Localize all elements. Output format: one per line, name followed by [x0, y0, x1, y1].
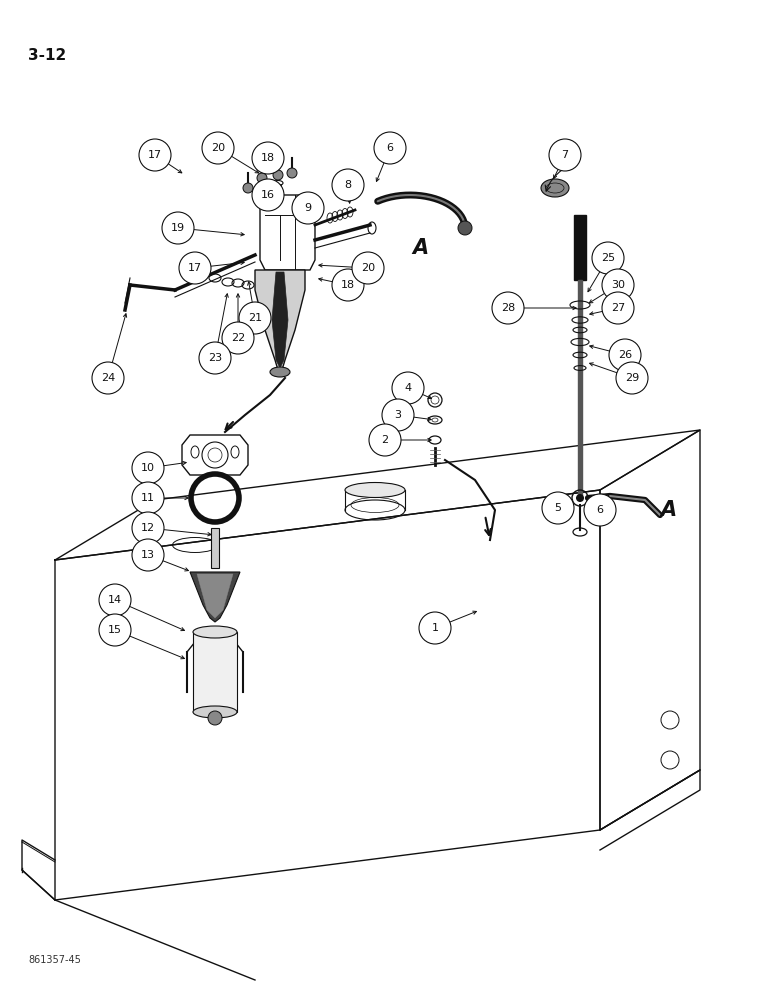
- Circle shape: [616, 362, 648, 394]
- Circle shape: [139, 139, 171, 171]
- Text: 3: 3: [394, 410, 401, 420]
- Text: 6: 6: [597, 505, 604, 515]
- Text: 8: 8: [344, 180, 351, 190]
- Circle shape: [292, 192, 324, 224]
- Text: 22: 22: [231, 333, 245, 343]
- Text: 861357-45: 861357-45: [28, 955, 81, 965]
- Text: 18: 18: [341, 280, 355, 290]
- Circle shape: [199, 342, 231, 374]
- Text: 16: 16: [261, 190, 275, 200]
- Circle shape: [382, 399, 414, 431]
- Text: 12: 12: [141, 523, 155, 533]
- Circle shape: [179, 252, 211, 284]
- Text: 11: 11: [141, 493, 155, 503]
- Text: 30: 30: [611, 280, 625, 290]
- Circle shape: [273, 170, 283, 180]
- Circle shape: [352, 252, 384, 284]
- Circle shape: [332, 269, 364, 301]
- Circle shape: [576, 494, 584, 502]
- Polygon shape: [255, 270, 305, 372]
- Circle shape: [252, 179, 284, 211]
- Circle shape: [243, 183, 253, 193]
- Bar: [574, 215, 586, 280]
- Bar: [211, 528, 219, 568]
- Text: 29: 29: [625, 373, 639, 383]
- Ellipse shape: [193, 706, 237, 718]
- Circle shape: [162, 212, 194, 244]
- Text: 24: 24: [101, 373, 115, 383]
- Circle shape: [549, 139, 581, 171]
- Text: 18: 18: [261, 153, 275, 163]
- Circle shape: [374, 132, 406, 164]
- Circle shape: [419, 612, 451, 644]
- Circle shape: [287, 168, 297, 178]
- Circle shape: [602, 269, 634, 301]
- Text: A: A: [660, 500, 676, 520]
- Text: 20: 20: [361, 263, 375, 273]
- Bar: [193, 632, 237, 712]
- Circle shape: [132, 512, 164, 544]
- Circle shape: [592, 242, 624, 274]
- Bar: [578, 280, 582, 500]
- Text: 17: 17: [188, 263, 202, 273]
- Text: 9: 9: [304, 203, 312, 213]
- Circle shape: [542, 492, 574, 524]
- Circle shape: [392, 372, 424, 404]
- Text: 5: 5: [554, 503, 561, 513]
- Text: 27: 27: [611, 303, 625, 313]
- Circle shape: [369, 424, 401, 456]
- Text: 28: 28: [501, 303, 515, 313]
- Circle shape: [332, 169, 364, 201]
- Text: 1: 1: [432, 623, 438, 633]
- Circle shape: [239, 302, 271, 334]
- Polygon shape: [272, 272, 288, 368]
- Circle shape: [132, 452, 164, 484]
- Ellipse shape: [541, 179, 569, 197]
- Circle shape: [208, 711, 222, 725]
- Text: 26: 26: [618, 350, 632, 360]
- Text: 25: 25: [601, 253, 615, 263]
- Circle shape: [458, 221, 472, 235]
- Circle shape: [99, 584, 131, 616]
- Ellipse shape: [345, 483, 405, 497]
- Polygon shape: [190, 572, 240, 622]
- Text: 14: 14: [108, 595, 122, 605]
- Text: 3-12: 3-12: [28, 47, 66, 62]
- Text: 10: 10: [141, 463, 155, 473]
- Text: 6: 6: [387, 143, 394, 153]
- Circle shape: [584, 494, 616, 526]
- Circle shape: [132, 482, 164, 514]
- Circle shape: [132, 539, 164, 571]
- Circle shape: [609, 339, 641, 371]
- Text: 20: 20: [211, 143, 225, 153]
- Text: A: A: [412, 238, 428, 258]
- Circle shape: [222, 322, 254, 354]
- Circle shape: [492, 292, 524, 324]
- Text: 19: 19: [171, 223, 185, 233]
- Ellipse shape: [193, 626, 237, 638]
- Polygon shape: [197, 574, 233, 618]
- Circle shape: [252, 142, 284, 174]
- Ellipse shape: [270, 367, 290, 377]
- Text: 15: 15: [108, 625, 122, 635]
- Circle shape: [257, 173, 267, 183]
- Text: 17: 17: [148, 150, 162, 160]
- Text: 4: 4: [405, 383, 411, 393]
- Circle shape: [92, 362, 124, 394]
- Circle shape: [602, 292, 634, 324]
- Text: 2: 2: [381, 435, 388, 445]
- Circle shape: [202, 132, 234, 164]
- Text: 23: 23: [208, 353, 222, 363]
- Text: 7: 7: [561, 150, 568, 160]
- Text: 13: 13: [141, 550, 155, 560]
- Circle shape: [99, 614, 131, 646]
- Text: 21: 21: [248, 313, 262, 323]
